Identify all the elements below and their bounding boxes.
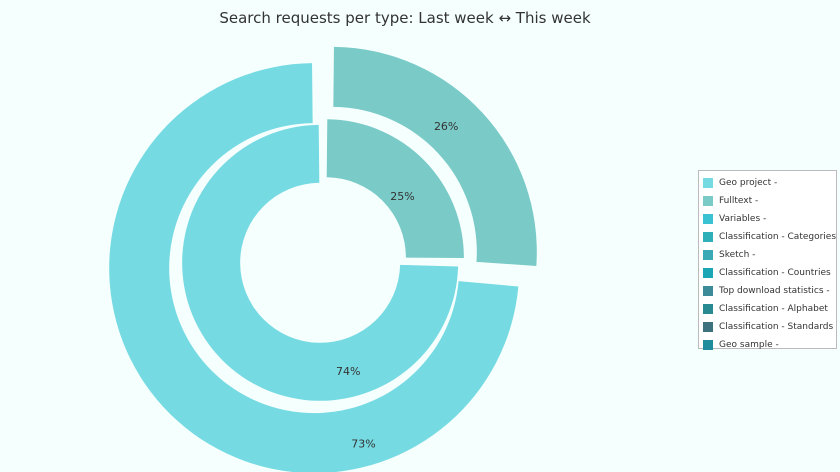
outer-label-geo-project: 73% — [351, 437, 375, 450]
legend-swatch — [703, 304, 713, 314]
inner-label-geo-project: 74% — [336, 365, 360, 378]
legend-item[interactable]: Classification - Countries — [703, 264, 836, 282]
legend-label: Top download statistics - — [719, 286, 830, 296]
legend-label: Geo sample - — [719, 340, 779, 350]
legend-swatch — [703, 268, 713, 278]
legend-swatch — [703, 286, 713, 296]
legend-label: Classification - Standards — [719, 322, 834, 332]
legend-item[interactable]: Sketch - — [703, 246, 836, 264]
legend-swatch — [703, 214, 713, 224]
outer-ring — [109, 46, 537, 472]
legend-item[interactable]: Classification - Alphabet — [703, 300, 836, 318]
inner-slice-fulltext[interactable] — [326, 119, 464, 258]
legend-item[interactable]: Variables - — [703, 210, 836, 228]
legend-swatch — [703, 340, 713, 350]
inner-slice-geo-project[interactable] — [182, 124, 459, 401]
legend-item[interactable]: Top download statistics - — [703, 282, 836, 300]
legend-item[interactable]: Classification - Standards — [703, 318, 836, 336]
inner-ring — [182, 119, 464, 401]
outer-slice-fulltext[interactable] — [333, 46, 537, 266]
legend-item[interactable]: Geo sample - — [703, 336, 836, 354]
legend-label: Classification - Countries — [719, 268, 831, 278]
outer-label-fulltext: 26% — [434, 120, 458, 133]
legend-label: Variables - — [719, 214, 767, 224]
legend-label: Geo project - — [719, 178, 778, 188]
legend-swatch — [703, 250, 713, 260]
legend-item[interactable]: Fulltext - — [703, 192, 836, 210]
chart-title: Search requests per type: Last week ↔ Th… — [219, 9, 591, 27]
outer-slice-geo-project[interactable] — [109, 63, 519, 472]
legend-swatch — [703, 196, 713, 206]
slice-labels: 73% 26% 74% 25% — [336, 120, 458, 450]
legend-swatch — [703, 178, 713, 188]
legend-label: Classification - Categories — [719, 232, 837, 242]
legend: Geo project - Fulltext - Variables - Classi… — [698, 170, 837, 350]
legend-item[interactable]: Geo project - — [703, 174, 836, 192]
legend-swatch — [703, 322, 713, 332]
legend-item[interactable]: Classification - Categories — [703, 228, 836, 246]
inner-label-fulltext: 25% — [390, 190, 414, 203]
legend-label: Classification - Alphabet — [719, 304, 828, 314]
legend-label: Fulltext - — [719, 196, 759, 206]
legend-label: Sketch - — [719, 250, 756, 260]
legend-swatch — [703, 232, 713, 242]
